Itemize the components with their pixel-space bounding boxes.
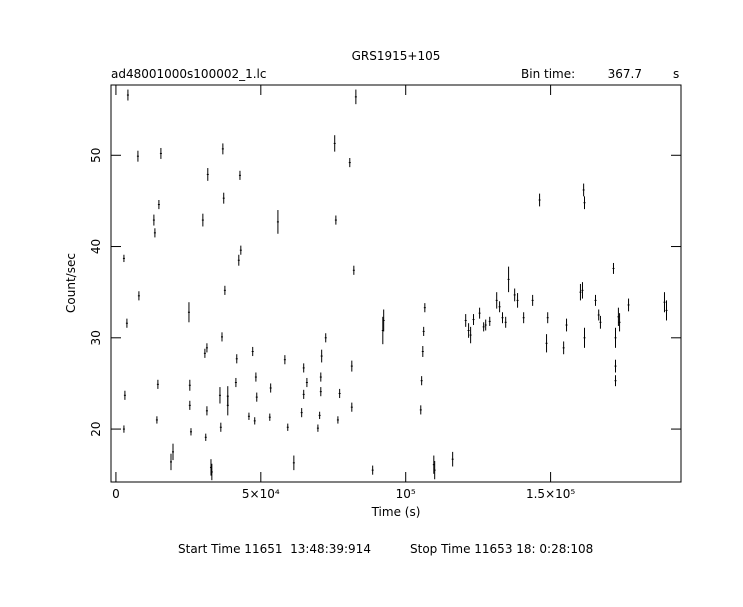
y-tick-label: 30 xyxy=(89,330,103,345)
y-tick-label: 50 xyxy=(89,148,103,163)
x-tick-label: 5×10⁴ xyxy=(242,487,280,501)
y-tick-label: 40 xyxy=(89,239,103,254)
chart-title: GRS1915+105 xyxy=(352,49,441,63)
start-time: Start Time 11651 13:48:39:914 xyxy=(178,542,371,556)
plot-frame xyxy=(110,84,682,483)
y-axis-label: Count/sec xyxy=(64,253,78,313)
file-name: ad48001000s100002_1.lc xyxy=(111,67,267,81)
x-tick-label: 10⁵ xyxy=(396,487,416,501)
x-tick-label: 0 xyxy=(112,487,120,501)
bin-time-unit: s xyxy=(673,67,679,81)
x-axis-label: Time (s) xyxy=(371,505,421,519)
y-tick-label: 20 xyxy=(89,421,103,436)
bin-time-value: 367.7 xyxy=(608,67,642,81)
bin-time-label: Bin time: xyxy=(521,67,575,81)
x-tick-label: 1.5×10⁵ xyxy=(526,487,575,501)
stop-time: Stop Time 11653 18: 0:28:108 xyxy=(410,542,593,556)
